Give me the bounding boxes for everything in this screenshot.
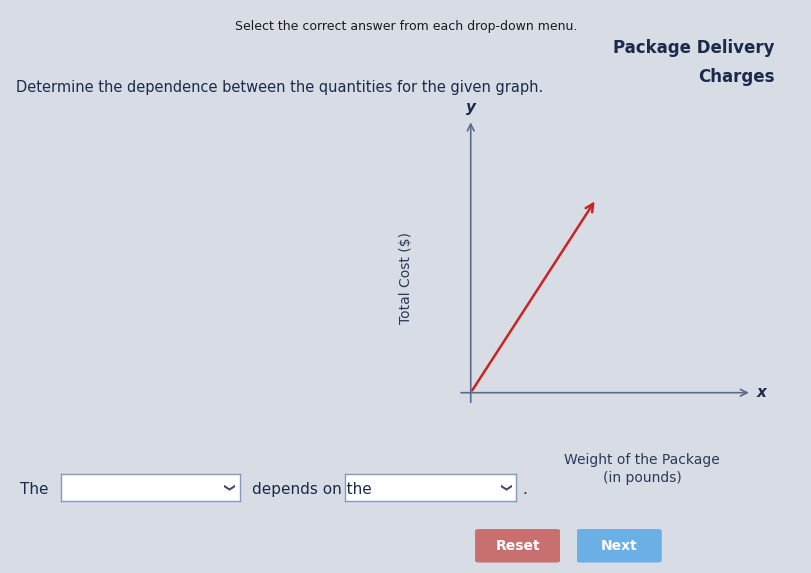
- Text: Total Cost ($): Total Cost ($): [398, 233, 413, 324]
- FancyBboxPatch shape: [576, 529, 661, 563]
- Text: y: y: [466, 100, 475, 115]
- Text: The: The: [20, 482, 49, 497]
- Text: Reset: Reset: [495, 539, 539, 553]
- Text: Weight of the Package
(in pounds): Weight of the Package (in pounds): [564, 453, 719, 485]
- Text: Charges: Charges: [697, 68, 774, 86]
- Text: Select the correct answer from each drop-down menu.: Select the correct answer from each drop…: [234, 19, 577, 33]
- Text: ❯: ❯: [221, 483, 232, 492]
- Text: Package Delivery: Package Delivery: [612, 40, 774, 57]
- Text: .: .: [521, 482, 526, 497]
- Text: depends on the: depends on the: [251, 482, 371, 497]
- Text: ❯: ❯: [498, 483, 508, 492]
- Text: x: x: [756, 385, 766, 400]
- Text: Next: Next: [600, 539, 637, 553]
- Text: Determine the dependence between the quantities for the given graph.: Determine the dependence between the qua…: [16, 80, 543, 95]
- FancyBboxPatch shape: [474, 529, 560, 563]
